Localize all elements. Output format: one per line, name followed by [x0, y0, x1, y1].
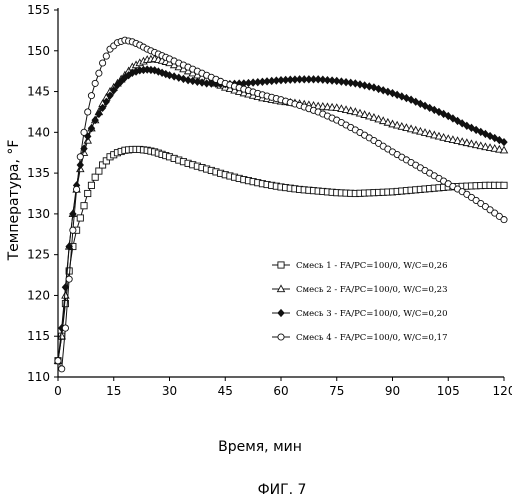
diamond-marker	[278, 310, 284, 317]
x-tick-label: 15	[106, 384, 121, 398]
square-marker	[278, 262, 284, 268]
x-tick-label: 120	[493, 384, 512, 398]
y-tick-label: 150	[27, 44, 50, 58]
square-marker	[96, 168, 102, 174]
square-marker	[88, 182, 94, 188]
circle-marker	[59, 366, 65, 372]
square-marker	[92, 174, 98, 180]
square-marker	[85, 190, 91, 196]
y-tick-label: 145	[27, 85, 50, 99]
circle-marker	[55, 358, 61, 364]
series-4-line	[58, 40, 504, 369]
x-tick-label: 30	[162, 384, 177, 398]
legend-item: Смесь 4 - FA/PC=100/0, W/C=0,17	[272, 333, 447, 343]
figure-caption: ФИГ. 7	[258, 482, 307, 498]
series-4	[55, 37, 507, 372]
legend-item: Смесь 2 - FA/PC=100/0, W/C=0,23	[272, 285, 447, 295]
y-tick-label: 125	[27, 248, 50, 262]
circle-marker	[96, 70, 102, 76]
series-3	[55, 66, 507, 364]
x-tick-label: 75	[329, 384, 344, 398]
y-axis-title: Температура, °F	[6, 140, 22, 262]
circle-marker	[92, 80, 98, 86]
y-tick-label: 155	[27, 3, 50, 17]
circle-marker	[501, 216, 507, 222]
x-tick-label: 0	[54, 384, 62, 398]
x-axis-title: Время, мин	[218, 439, 302, 455]
circle-marker	[62, 325, 68, 331]
series-layer	[55, 37, 508, 372]
legend-item: Смесь 3 - FA/PC=100/0, W/C=0,20	[272, 309, 447, 319]
diamond-marker	[77, 161, 83, 168]
square-marker	[501, 182, 507, 188]
legend-label: Смесь 4 - FA/PC=100/0, W/C=0,17	[296, 333, 447, 343]
legend-item: Смесь 1 - FA/PC=100/0, W/C=0,26	[272, 261, 447, 271]
circle-marker	[70, 227, 76, 233]
y-tick-label: 120	[27, 288, 50, 302]
legend-label: Смесь 3 - FA/PC=100/0, W/C=0,20	[296, 309, 447, 319]
y-tick-label: 140	[27, 125, 50, 139]
circle-marker	[103, 53, 109, 59]
circle-marker	[88, 93, 94, 99]
legend-label: Смесь 1 - FA/PC=100/0, W/C=0,26	[296, 261, 447, 271]
circle-marker	[100, 60, 106, 66]
circle-marker	[81, 129, 87, 135]
x-tick-label: 45	[218, 384, 233, 398]
square-marker	[77, 215, 83, 221]
circle-marker	[278, 334, 284, 340]
square-marker	[81, 203, 87, 209]
legend-label: Смесь 2 - FA/PC=100/0, W/C=0,23	[296, 285, 447, 295]
circle-marker	[85, 109, 91, 115]
y-tick-label: 110	[27, 370, 50, 384]
y-axis: 110 115 120 125 130 135 140 145 150 155	[27, 3, 58, 384]
circle-marker	[73, 186, 79, 192]
x-axis: 0 15 30 45 60 75 90 105 120	[54, 377, 512, 398]
circle-marker	[77, 154, 83, 160]
x-tick-label: 105	[437, 384, 460, 398]
y-tick-label: 130	[27, 207, 50, 221]
x-tick-label: 60	[273, 384, 288, 398]
y-tick-label: 115	[27, 329, 50, 343]
y-tick-label: 135	[27, 166, 50, 180]
legend: Смесь 1 - FA/PC=100/0, W/C=0,26 Смесь 2 -…	[272, 261, 447, 343]
x-tick-label: 90	[385, 384, 400, 398]
circle-marker	[66, 276, 72, 282]
plot-frame	[58, 8, 504, 377]
